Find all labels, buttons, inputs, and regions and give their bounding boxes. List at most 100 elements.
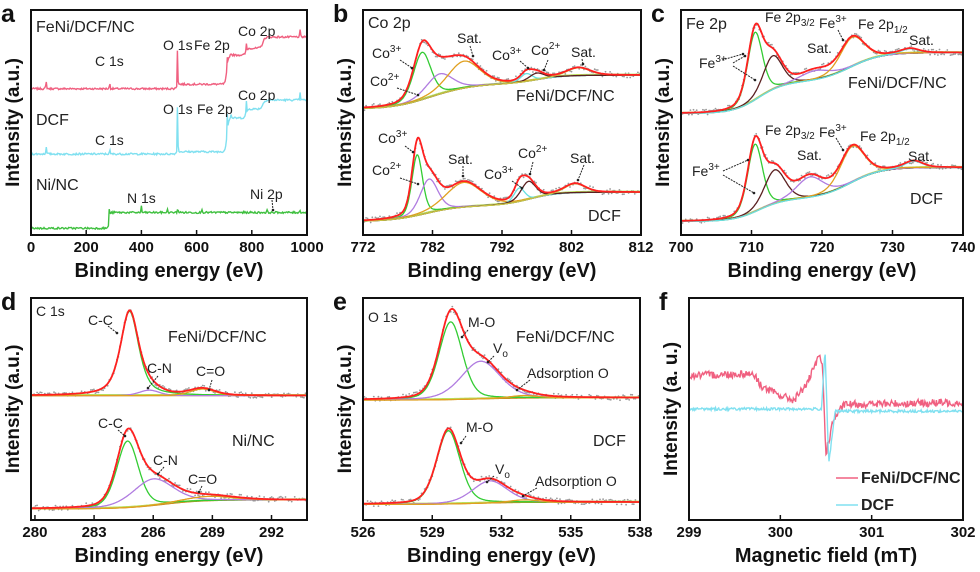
data-point xyxy=(379,103,381,106)
data-point xyxy=(885,50,888,53)
x-tick-label: 0 xyxy=(27,239,35,256)
data-point xyxy=(396,212,398,215)
data-point xyxy=(168,477,170,480)
data-point xyxy=(197,494,200,497)
data-point xyxy=(521,173,523,176)
data-point xyxy=(174,482,177,484)
data-point xyxy=(607,192,610,195)
data-point xyxy=(591,498,594,501)
x-tick-label: 792 xyxy=(489,239,514,256)
data-point xyxy=(937,54,939,56)
data-point xyxy=(545,496,547,499)
sample-label: FeNi/DCF/NC xyxy=(168,329,267,346)
plot-frame xyxy=(30,9,308,236)
data-point xyxy=(877,49,880,52)
y-axis-label: Intensity (a.u.) xyxy=(335,58,356,187)
arrow-head xyxy=(460,335,464,339)
data-point xyxy=(582,503,584,505)
data-point xyxy=(960,168,963,171)
data-point xyxy=(822,62,825,65)
peak-label: M-O xyxy=(468,314,495,330)
data-point xyxy=(943,53,946,56)
data-point xyxy=(772,160,775,163)
peak-label: Sat. xyxy=(457,30,482,46)
data-point xyxy=(930,48,933,51)
panel-letter: f xyxy=(659,288,668,316)
arrow-head xyxy=(753,78,757,82)
peak-label: Co 2p xyxy=(238,23,276,39)
annotation-arrow xyxy=(516,379,531,391)
sample-label: DCF xyxy=(588,208,621,225)
arrow-head xyxy=(197,490,201,494)
fit-envelope xyxy=(363,136,641,222)
data-point xyxy=(866,154,869,157)
data-point xyxy=(602,498,604,500)
data-point xyxy=(54,392,57,394)
data-point xyxy=(194,494,197,497)
data-point xyxy=(606,398,609,400)
data-point xyxy=(927,49,930,51)
data-point xyxy=(564,73,567,75)
data-point xyxy=(451,305,454,308)
data-point xyxy=(821,63,823,66)
data-point xyxy=(186,487,189,490)
data-point xyxy=(53,391,55,393)
annotation-arrow xyxy=(522,487,538,497)
data-point xyxy=(363,396,366,398)
data-point xyxy=(408,393,411,395)
y-axis-label: Intensity (a.u.) xyxy=(335,345,356,474)
data-point xyxy=(369,500,372,503)
data-point xyxy=(583,187,585,190)
series-line-feni-dcf-nc xyxy=(31,29,307,92)
fit-envelope xyxy=(363,307,640,400)
plot-frame xyxy=(688,297,964,521)
data-point xyxy=(951,53,953,56)
x-tick-label: 538 xyxy=(627,524,652,541)
arrow-head xyxy=(520,186,524,190)
peak-label: Sat. xyxy=(570,150,595,166)
data-point xyxy=(391,499,394,502)
data-point xyxy=(496,76,499,79)
data-point xyxy=(926,161,928,164)
data-point xyxy=(524,173,527,175)
fit-envelope xyxy=(363,39,641,109)
data-point xyxy=(369,221,372,224)
arrow-head xyxy=(521,494,525,498)
peak-label: C-N xyxy=(147,360,172,376)
x-tick-label: 300 xyxy=(768,524,793,541)
data-point xyxy=(214,392,216,394)
data-point xyxy=(957,53,960,56)
peak-label: Co3+ xyxy=(372,44,401,61)
data-point xyxy=(419,498,421,500)
arrow-head xyxy=(741,52,745,56)
data-point xyxy=(48,392,51,395)
data-point xyxy=(186,388,189,390)
peak-label: Sat. xyxy=(908,148,933,164)
data-point xyxy=(388,215,391,218)
peak-label: Fe 2p xyxy=(194,37,230,53)
data-point xyxy=(596,69,599,71)
peak-label: C 1s xyxy=(95,132,124,148)
peak-label: Sat. xyxy=(807,40,832,56)
legend-label: DCF xyxy=(861,497,894,514)
data-point xyxy=(493,195,496,198)
sample-label: Co 2p xyxy=(368,15,411,32)
data-point xyxy=(366,217,369,220)
data-point xyxy=(949,54,952,56)
data-point xyxy=(637,71,639,74)
data-point xyxy=(409,498,412,501)
data-point xyxy=(532,71,534,73)
data-point xyxy=(530,66,533,69)
data-point xyxy=(803,68,806,70)
data-point xyxy=(687,113,690,116)
data-point xyxy=(631,393,634,396)
data-point xyxy=(547,71,550,74)
annotation-arrow xyxy=(511,180,523,189)
data-point xyxy=(240,493,243,496)
data-point xyxy=(552,392,555,395)
component-c-c xyxy=(31,310,307,397)
x-tick-label: 710 xyxy=(739,239,764,256)
y-axis-label: Intensity (a. u.) xyxy=(661,342,682,476)
peak-label: Fe3+ xyxy=(819,123,847,140)
annotation-arrow xyxy=(198,485,203,493)
